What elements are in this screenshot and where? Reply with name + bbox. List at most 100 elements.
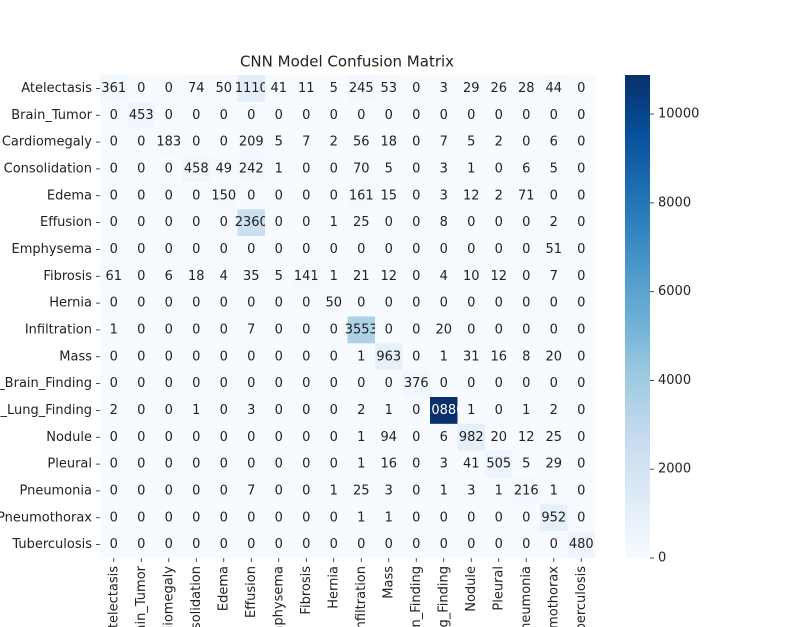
cell-label: 982 — [459, 430, 484, 445]
y-tick-label: Tuberculosis — [11, 537, 92, 552]
cell-label: 0 — [550, 537, 558, 552]
cell-label: 0 — [412, 457, 420, 472]
cell — [485, 262, 513, 290]
cell — [182, 504, 211, 532]
cell — [155, 423, 183, 451]
cell — [127, 477, 156, 505]
cell — [512, 397, 541, 425]
cell-label: 0 — [137, 483, 145, 498]
cell-label: 458 — [184, 161, 209, 176]
cell — [512, 262, 541, 290]
cell-label: 20 — [545, 349, 562, 364]
cell — [402, 262, 431, 290]
cell — [210, 262, 238, 290]
cell — [512, 343, 541, 371]
cell-label: 12 — [490, 269, 507, 284]
cell — [402, 370, 431, 398]
cell — [100, 316, 128, 344]
cell-label: 361 — [101, 81, 126, 96]
cell-label: 0 — [275, 108, 283, 123]
cell — [347, 236, 376, 264]
cell-label: 0 — [467, 510, 475, 525]
cell-label: 952 — [541, 510, 566, 525]
cell — [485, 343, 513, 371]
cell — [347, 209, 376, 237]
cell — [100, 397, 128, 425]
cell — [237, 450, 266, 478]
cell-label: 0 — [110, 188, 118, 203]
y-tick-label: Nodule — [46, 430, 92, 445]
cell-label: 1 — [357, 430, 365, 445]
cell — [292, 423, 321, 451]
chart-title: CNN Model Confusion Matrix — [240, 53, 454, 71]
cell-label: 0 — [412, 483, 420, 498]
cell — [402, 209, 431, 237]
x-tick-label: Brain_Tumor — [134, 565, 149, 627]
cell-label: 0 — [192, 376, 200, 391]
cell-label: 0 — [165, 81, 173, 96]
cell-label: 505 — [486, 457, 511, 472]
cell-label: 0 — [165, 296, 173, 311]
cell-label: 0 — [192, 537, 200, 552]
cell — [567, 262, 596, 290]
cell-label: 141 — [294, 269, 319, 284]
cell — [402, 316, 431, 344]
cell-label: 0 — [247, 296, 255, 311]
cell-label: 0 — [165, 349, 173, 364]
cell-label: 216 — [514, 483, 539, 498]
cell — [567, 101, 596, 129]
cell — [292, 477, 321, 505]
cell — [320, 531, 348, 559]
cell-label: 0 — [412, 161, 420, 176]
cell-label: 0 — [110, 108, 118, 123]
cell-label: 16 — [490, 349, 507, 364]
cell — [540, 423, 568, 451]
colorbar-tick-label: 10000 — [658, 107, 699, 122]
cell — [182, 531, 211, 559]
cell — [485, 209, 513, 237]
cell — [210, 155, 238, 183]
cell-label: 0 — [137, 242, 145, 257]
cell — [182, 209, 211, 237]
cell — [402, 397, 431, 425]
cell-label: 0 — [522, 215, 530, 230]
cell — [237, 289, 266, 317]
cell — [402, 101, 431, 129]
cell-label: 0 — [577, 349, 585, 364]
x-tick-label: Consolidation — [189, 566, 204, 627]
cell-label: 0 — [412, 135, 420, 150]
cell-label: 10 — [463, 269, 480, 284]
cell-label: 11 — [298, 81, 315, 96]
cell — [567, 477, 596, 505]
cell — [155, 75, 183, 103]
cell-label: 0 — [467, 537, 475, 552]
cell-label: 0 — [467, 322, 475, 337]
cell — [292, 101, 321, 129]
cell — [457, 209, 486, 237]
y-tick-label: Consolidation — [4, 161, 92, 176]
cell-label: 18 — [380, 135, 397, 150]
cell — [320, 155, 348, 183]
cell-label: 209 — [239, 135, 264, 150]
cell — [210, 504, 238, 532]
x-tick-label: Emphysema — [271, 566, 286, 627]
cell — [127, 75, 156, 103]
cell — [540, 343, 568, 371]
x-tick-label: No_Brain_Finding — [409, 566, 424, 627]
cell — [457, 155, 486, 183]
cell-label: 0 — [495, 108, 503, 123]
cell-label: 0 — [247, 430, 255, 445]
cell — [210, 423, 238, 451]
cell — [347, 289, 376, 317]
cell-label: 0 — [220, 510, 228, 525]
cell — [292, 531, 321, 559]
cell-label: 2360 — [235, 215, 268, 230]
cell-label: 3 — [440, 188, 448, 203]
cell — [100, 128, 128, 156]
cell — [127, 397, 156, 425]
cell — [127, 128, 156, 156]
cell — [402, 236, 431, 264]
cell — [485, 504, 513, 532]
cell-label: 0 — [220, 457, 228, 472]
cell — [567, 531, 596, 559]
